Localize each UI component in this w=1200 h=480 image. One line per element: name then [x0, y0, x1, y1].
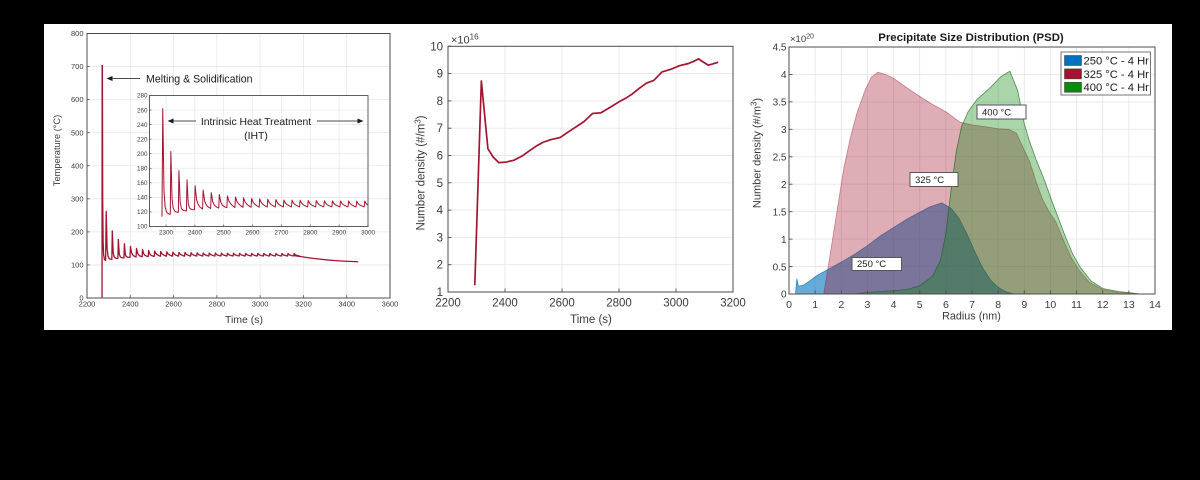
svg-text:9: 9	[1021, 299, 1027, 311]
svg-text:600: 600	[71, 95, 84, 104]
svg-text:2: 2	[437, 260, 443, 272]
svg-text:2400: 2400	[122, 300, 139, 309]
svg-text:3200: 3200	[720, 298, 746, 310]
svg-text:3: 3	[865, 299, 871, 311]
svg-text:1.5: 1.5	[773, 207, 787, 218]
svg-text:800: 800	[71, 29, 84, 38]
svg-text:3200: 3200	[295, 300, 312, 309]
svg-text:13: 13	[1123, 299, 1135, 311]
svg-text:1: 1	[781, 235, 787, 246]
svg-text:250 °C: 250 °C	[857, 259, 886, 270]
svg-text:120: 120	[137, 209, 148, 216]
svg-text:3000: 3000	[663, 298, 689, 310]
svg-text:0: 0	[786, 299, 792, 311]
svg-text:7: 7	[969, 299, 975, 311]
svg-text:260: 260	[137, 107, 148, 114]
svg-text:400: 400	[71, 161, 84, 170]
svg-text:6: 6	[437, 151, 443, 163]
svg-text:9: 9	[437, 69, 443, 81]
svg-text:250 °C - 4 Hr: 250 °C - 4 Hr	[1084, 55, 1150, 67]
svg-text:2200: 2200	[79, 300, 96, 309]
svg-text:3: 3	[437, 232, 443, 244]
svg-text:2200: 2200	[435, 298, 461, 310]
svg-text:2700: 2700	[274, 230, 289, 237]
svg-text:8: 8	[437, 96, 443, 108]
svg-text:200: 200	[137, 151, 148, 158]
svg-text:2300: 2300	[159, 230, 174, 237]
svg-text:2.5: 2.5	[773, 152, 787, 163]
svg-text:4: 4	[891, 299, 897, 311]
svg-text:0: 0	[781, 290, 787, 301]
svg-text:3.5: 3.5	[773, 98, 787, 109]
svg-text:0: 0	[79, 294, 83, 303]
svg-text:11: 11	[1071, 299, 1082, 311]
svg-text:Number density (#/m3): Number density (#/m3)	[413, 115, 428, 230]
svg-text:5: 5	[437, 178, 443, 190]
svg-text:400 °C - 4 Hr: 400 °C - 4 Hr	[1084, 82, 1150, 94]
svg-text:2800: 2800	[209, 300, 226, 309]
svg-text:Time (s): Time (s)	[225, 314, 263, 326]
svg-text:160: 160	[137, 180, 148, 187]
svg-text:4: 4	[437, 205, 444, 217]
svg-text:2: 2	[781, 180, 787, 191]
svg-text:Intrinsic Heat Treatment: Intrinsic Heat Treatment	[201, 117, 311, 128]
svg-text:2600: 2600	[549, 298, 575, 310]
svg-text:2800: 2800	[606, 298, 632, 310]
svg-text:Precipitate Size Distribution: Precipitate Size Distribution (PSD)	[878, 32, 1064, 44]
svg-text:500: 500	[71, 128, 84, 137]
svg-text:Number density (#/m3): Number density (#/m3)	[749, 98, 764, 208]
svg-text:14: 14	[1149, 299, 1161, 311]
svg-text:2500: 2500	[217, 230, 232, 237]
svg-text:12: 12	[1097, 299, 1109, 311]
svg-text:(IHT): (IHT)	[244, 131, 268, 142]
svg-text:3: 3	[781, 125, 787, 136]
svg-text:2400: 2400	[492, 298, 518, 310]
svg-text:Melting & Solidification: Melting & Solidification	[146, 73, 253, 85]
svg-text:325 °C - 4 Hr: 325 °C - 4 Hr	[1084, 69, 1150, 81]
svg-text:1: 1	[812, 299, 818, 311]
svg-text:4: 4	[781, 70, 787, 81]
svg-text:180: 180	[137, 165, 148, 172]
svg-text:2600: 2600	[246, 230, 261, 237]
svg-text:300: 300	[71, 194, 84, 203]
svg-text:10: 10	[430, 41, 443, 53]
svg-text:325 °C: 325 °C	[915, 175, 944, 186]
svg-text:1: 1	[437, 287, 443, 299]
svg-text:7: 7	[437, 123, 443, 135]
svg-text:4.5: 4.5	[773, 43, 787, 54]
svg-text:Radius (nm): Radius (nm)	[942, 311, 1001, 323]
svg-text:220: 220	[137, 136, 148, 143]
svg-text:400 °C: 400 °C	[982, 108, 1011, 119]
svg-text:3000: 3000	[361, 230, 376, 237]
svg-text:200: 200	[71, 227, 84, 236]
svg-text:Time (s): Time (s)	[570, 314, 612, 326]
svg-text:×1020: ×1020	[790, 34, 814, 46]
svg-text:100: 100	[137, 224, 148, 231]
svg-text:280: 280	[137, 93, 148, 100]
svg-text:100: 100	[71, 261, 84, 270]
svg-text:10: 10	[1045, 299, 1057, 311]
svg-text:140: 140	[137, 195, 148, 202]
svg-text:6: 6	[943, 299, 949, 311]
svg-text:2600: 2600	[165, 300, 182, 309]
svg-text:2800: 2800	[303, 230, 318, 237]
svg-text:5: 5	[917, 299, 923, 311]
svg-text:2400: 2400	[188, 230, 203, 237]
svg-text:0.5: 0.5	[773, 262, 787, 273]
svg-text:2900: 2900	[332, 230, 347, 237]
svg-text:2: 2	[838, 299, 844, 311]
svg-text:Temperature (°C): Temperature (°C)	[52, 115, 62, 186]
svg-text:3600: 3600	[382, 300, 399, 309]
svg-text:8: 8	[995, 299, 1001, 311]
svg-text:700: 700	[71, 62, 84, 71]
svg-text:240: 240	[137, 122, 148, 129]
svg-text:3000: 3000	[252, 300, 269, 309]
svg-text:3400: 3400	[338, 300, 355, 309]
